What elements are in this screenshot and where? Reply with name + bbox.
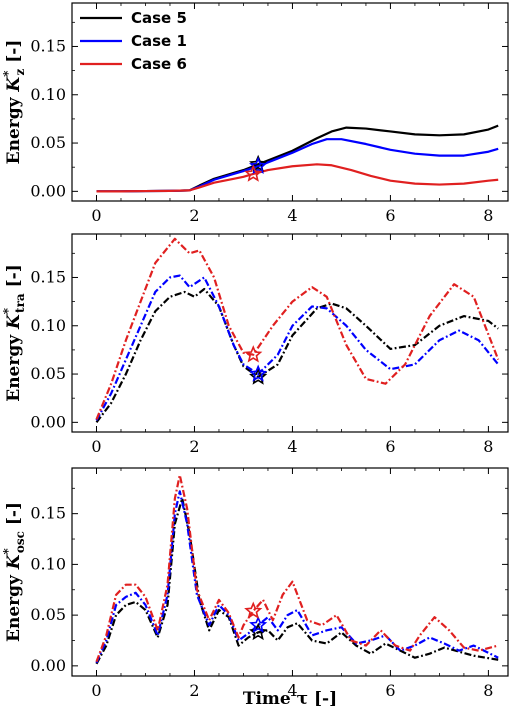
axes-frame bbox=[71, 2, 509, 202]
y-axis-label: Energy K*tra [-] bbox=[1, 264, 27, 402]
y-axis-label-unit: [-] bbox=[4, 502, 24, 531]
y-tick-label: 0.10 bbox=[30, 85, 66, 104]
star-marker-case-5 bbox=[249, 154, 268, 173]
y-axis-label-subscript: z bbox=[13, 69, 27, 76]
x-tick-label: 4 bbox=[287, 681, 297, 700]
legend-label-case-5: Case 5 bbox=[131, 9, 187, 27]
x-tick-label: 8 bbox=[483, 206, 493, 225]
star-marker-case-6 bbox=[244, 601, 263, 619]
x-tick-label: 2 bbox=[189, 681, 199, 700]
y-axis-label-subscript: osc bbox=[13, 531, 27, 553]
y-axis-label: Energy K*z [-] bbox=[1, 40, 27, 165]
x-tick-label: 0 bbox=[91, 437, 101, 456]
series-line-case-6 bbox=[95, 237, 500, 420]
y-tick-label: 0.15 bbox=[30, 504, 66, 523]
x-tick-label: 6 bbox=[385, 681, 395, 700]
y-axis-label: Energy K*osc [-] bbox=[1, 502, 27, 642]
star-marker-case-1 bbox=[249, 615, 268, 634]
y-axis-label-superscript: * bbox=[1, 70, 15, 77]
series-line-case-5 bbox=[95, 497, 499, 665]
axes-frame bbox=[71, 467, 509, 677]
x-axis-label: Time τ [-] bbox=[243, 689, 337, 709]
x-tick-label: 4 bbox=[287, 206, 297, 225]
x-tick-label: 4 bbox=[287, 437, 297, 456]
y-axis-label-subscript: tra bbox=[13, 293, 27, 313]
series-line-case-6 bbox=[96, 163, 499, 193]
star-marker-case-6 bbox=[244, 164, 263, 182]
y-axis-label-symbol: K bbox=[4, 553, 24, 570]
y-tick-label: 0.05 bbox=[30, 605, 66, 624]
y-tick-label: 0.00 bbox=[30, 412, 66, 431]
y-axis-label-prefix: Energy bbox=[4, 569, 24, 642]
star-marker-case-5 bbox=[249, 367, 268, 385]
star-marker-case-6 bbox=[244, 345, 263, 363]
x-tick-label: 8 bbox=[483, 437, 493, 456]
x-tick-label: 6 bbox=[385, 206, 395, 225]
series-line-case-1 bbox=[95, 274, 500, 421]
y-axis-label-symbol: K bbox=[4, 313, 24, 330]
x-tick-label: 2 bbox=[189, 437, 199, 456]
y-tick-label: 0.10 bbox=[30, 316, 66, 335]
y-axis-label-prefix: Energy bbox=[4, 92, 24, 165]
series-line-case-6 bbox=[95, 474, 499, 663]
y-axis-label-superscript: * bbox=[1, 547, 15, 554]
star-marker-case-5 bbox=[249, 622, 268, 641]
y-axis-label-superscript: * bbox=[1, 307, 15, 314]
y-tick-label: 0.10 bbox=[30, 554, 66, 573]
y-tick-label: 0.05 bbox=[30, 364, 66, 383]
x-tick-label: 0 bbox=[91, 681, 101, 700]
y-tick-label: 0.15 bbox=[30, 267, 66, 286]
x-tick-label: 8 bbox=[483, 681, 493, 700]
legend-label-case-1: Case 1 bbox=[131, 32, 187, 50]
y-tick-label: 0.00 bbox=[30, 656, 66, 675]
star-marker-case-1 bbox=[249, 156, 268, 174]
x-tick-label: 2 bbox=[189, 206, 199, 225]
y-tick-label: 0.05 bbox=[30, 133, 66, 152]
x-tick-label: 0 bbox=[91, 206, 101, 225]
x-tick-label: 6 bbox=[385, 437, 395, 456]
y-axis-label-unit: [-] bbox=[4, 40, 24, 69]
y-tick-label: 0.00 bbox=[30, 181, 66, 200]
star-marker-case-1 bbox=[249, 364, 268, 382]
y-tick-label: 0.15 bbox=[30, 36, 66, 55]
y-axis-label-prefix: Energy bbox=[4, 329, 24, 402]
y-axis-label-unit: [-] bbox=[4, 264, 24, 293]
axes-frame bbox=[71, 233, 509, 433]
legend-label-case-6: Case 6 bbox=[131, 55, 187, 73]
y-axis-label-symbol: K bbox=[4, 76, 24, 93]
